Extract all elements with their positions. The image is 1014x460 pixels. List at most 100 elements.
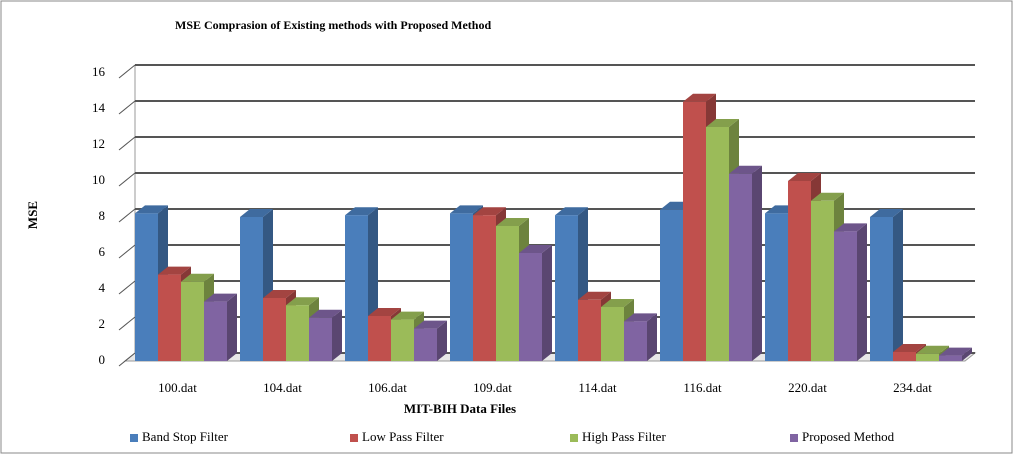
bar-front — [158, 274, 181, 361]
bar — [870, 209, 903, 361]
bar-front — [870, 217, 893, 361]
y-tick-label: 8 — [99, 208, 106, 223]
bar-top — [181, 273, 214, 282]
bar-front — [660, 209, 683, 361]
bar-top — [870, 209, 903, 217]
x-tick-label: 100.dat — [158, 380, 197, 395]
bar-side — [647, 313, 657, 361]
bar-front — [811, 200, 834, 361]
bar-front — [309, 317, 332, 361]
bar-top — [414, 320, 447, 329]
y-axis-title: MSE — [25, 201, 40, 229]
bar — [204, 293, 237, 361]
bar-top — [519, 245, 552, 253]
bar-front — [181, 281, 204, 361]
bar-top — [473, 207, 506, 216]
bar-front — [893, 352, 916, 361]
x-tick-label: 109.dat — [473, 380, 512, 395]
bar-front — [555, 215, 578, 361]
bar-front — [286, 305, 309, 361]
y-tick-label: 0 — [99, 352, 106, 367]
bar-front — [204, 301, 227, 361]
bar-top — [450, 205, 483, 214]
bar-front — [368, 316, 391, 361]
x-tick-label: 106.dat — [368, 380, 407, 395]
bar-top — [834, 223, 867, 232]
bar-front — [683, 101, 706, 362]
bar-top — [916, 345, 949, 354]
y-tick-label: 12 — [92, 136, 105, 151]
legend-swatch — [570, 434, 578, 442]
bar-front — [624, 321, 647, 361]
bar-side — [893, 209, 903, 361]
bar — [309, 309, 342, 361]
bar-front — [834, 231, 857, 361]
legend-label: High Pass Filter — [582, 429, 666, 444]
bar-side — [542, 245, 552, 361]
bar — [834, 223, 867, 361]
bar-front — [391, 319, 414, 361]
bar-side — [437, 320, 447, 361]
bar-top — [496, 218, 529, 226]
bar-top — [578, 291, 611, 300]
bar-top — [240, 209, 273, 217]
grid-line-side — [118, 64, 136, 79]
bar-top — [368, 308, 401, 316]
y-tick-label: 6 — [99, 244, 106, 259]
bar-top — [788, 173, 821, 181]
bar — [729, 165, 762, 361]
bar-top — [309, 309, 342, 318]
legend-label: Band Stop Filter — [142, 429, 229, 444]
y-tick-label: 14 — [92, 100, 106, 115]
bar-side — [752, 165, 762, 361]
bar-top — [204, 293, 237, 302]
bar-front — [240, 217, 263, 361]
bar-front — [939, 355, 962, 361]
x-tick-label: 116.dat — [683, 380, 722, 395]
bar-top — [811, 192, 844, 201]
bar-front — [706, 127, 729, 361]
legend-label: Proposed Method — [802, 429, 895, 444]
bar-front — [916, 353, 939, 361]
legend-swatch — [130, 434, 138, 442]
legend-swatch — [350, 434, 358, 442]
bar-front — [519, 253, 542, 361]
y-tick-label: 4 — [99, 280, 106, 295]
bar-top — [135, 205, 168, 214]
grid-line-side — [118, 100, 136, 115]
bar — [519, 245, 552, 361]
bar-top — [345, 207, 378, 216]
grid-line-side — [118, 316, 136, 331]
bar-top — [601, 299, 634, 307]
bar-front — [729, 173, 752, 361]
y-tick-label: 2 — [99, 316, 106, 331]
x-tick-label: 114.dat — [578, 380, 617, 395]
bar — [624, 313, 657, 361]
bar-front — [765, 213, 788, 361]
bar-front — [473, 215, 496, 361]
grid-line-side — [118, 172, 136, 187]
bar-side — [857, 223, 867, 361]
bar-top — [939, 347, 972, 356]
grid-line-side — [118, 208, 136, 223]
x-tick-label: 220.dat — [788, 380, 827, 395]
bar-top — [893, 344, 926, 352]
bar-front — [135, 213, 158, 361]
legend-swatch — [790, 434, 798, 442]
grid-line-side — [118, 136, 136, 151]
bar-top — [391, 311, 424, 320]
bar-side — [962, 347, 972, 361]
grid-line-side — [118, 352, 136, 367]
grid-line-side — [118, 280, 136, 295]
bar-top — [286, 297, 319, 306]
bar-top — [624, 313, 657, 322]
bar — [240, 209, 273, 361]
bar-front — [496, 226, 519, 361]
x-axis-title: MIT-BIH Data Files — [404, 401, 516, 416]
bar-front — [263, 298, 286, 361]
bar-front — [601, 307, 624, 361]
x-tick-label: 104.dat — [263, 380, 302, 395]
x-tick-label: 234.dat — [893, 380, 932, 395]
bar-front — [345, 215, 368, 361]
